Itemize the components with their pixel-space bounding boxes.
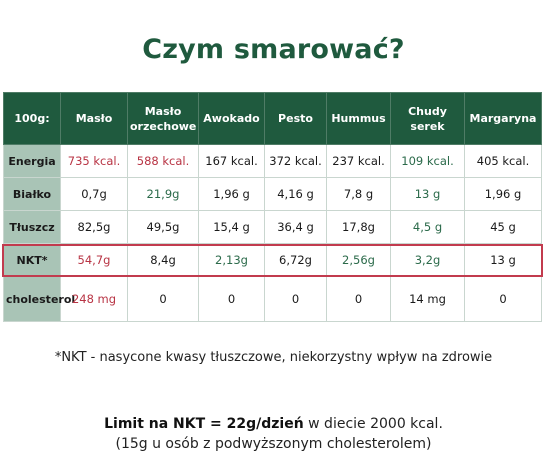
header-per-100g: 100g: [3,92,61,145]
row-label: Energia [3,144,61,178]
table-cell: 0 [198,276,265,322]
table-cell: 82,5g [60,210,128,244]
table-cell: 0,7g [60,177,128,211]
table-cell: 167 kcal. [198,144,265,178]
table-cell: 0 [127,276,199,322]
header-margaryna: Margaryna [464,92,542,145]
limit-bold: Limit na NKT = 22g/dzień [104,416,304,432]
table-cell: 109 kcal. [390,144,465,178]
table-row-nkt: NKT* 54,7g 8,4g 2,13g 6,72g 2,56g 3,2g 1… [3,243,542,277]
table-cell: 36,4 g [264,210,327,244]
row-label: Tłuszcz [3,210,61,244]
table-cell: 13 g [390,177,465,211]
table-cell: 0 [326,276,391,322]
nutrition-table: 100g: Masło Masło orzechowe Awokado Pest… [3,92,542,322]
row-label: cholesterol [3,276,75,322]
nkt-limit-note: Limit na NKT = 22g/dzień w diecie 2000 k… [0,414,547,454]
row-label: Białko [3,177,61,211]
limit-line-2: (15g u osób z podwyższonym cholesterolem… [115,436,432,452]
table-cell: 15,4 g [198,210,265,244]
table-cell: 248 mg [60,276,128,322]
table-cell: 588 kcal. [127,144,199,178]
table-cell: 45 g [464,210,542,244]
table-cell: 1,96 g [198,177,265,211]
table-cell: 372 kcal. [264,144,327,178]
page-title: Czym smarować? [142,34,405,65]
table-cell: 237 kcal. [326,144,391,178]
table-cell: 2,56g [326,243,391,277]
table-cell: 6,72g [264,243,327,277]
table-row-cholesterol: cholesterol 248 mg 0 0 0 0 14 mg 0 [3,276,542,322]
table-row-energia: Energia 735 kcal. 588 kcal. 167 kcal. 37… [3,144,542,178]
header-maslo-orzechowe: Masło orzechowe [127,92,199,145]
header-awokado: Awokado [198,92,265,145]
limit-rest: w diecie 2000 kcal. [303,416,443,432]
table-cell: 0 [464,276,542,322]
table-header-row: 100g: Masło Masło orzechowe Awokado Pest… [3,92,542,145]
table-cell: 21,9g [127,177,199,211]
table-cell: 17,8g [326,210,391,244]
table-row-bialko: Białko 0,7g 21,9g 1,96 g 4,16 g 7,8 g 13… [3,177,542,211]
table-cell: 0 [264,276,327,322]
limit-line-1: Limit na NKT = 22g/dzień w diecie 2000 k… [0,414,547,434]
table-cell: 49,5g [127,210,199,244]
header-hummus: Hummus [326,92,391,145]
table-cell: 405 kcal. [464,144,542,178]
table-cell: 4,5 g [390,210,465,244]
table-cell: 13 g [464,243,542,277]
table-cell: 7,8 g [326,177,391,211]
table-cell: 1,96 g [464,177,542,211]
table-cell: 735 kcal. [60,144,128,178]
table-cell: 4,16 g [264,177,327,211]
table-row-tluszcz: Tłuszcz 82,5g 49,5g 15,4 g 36,4 g 17,8g … [3,210,542,244]
footnote: *NKT - nasycone kwasy tłuszczowe, niekor… [54,350,493,365]
table-cell: 8,4g [127,243,199,277]
table-cell: 2,13g [198,243,265,277]
table-cell: 54,7g [60,243,128,277]
header-chudy-serek: Chudy serek [390,92,465,145]
table-cell: 14 mg [390,276,465,322]
row-label: NKT* [3,243,61,277]
table-cell: 3,2g [390,243,465,277]
header-maslo: Masło [60,92,128,145]
header-pesto: Pesto [264,92,327,145]
